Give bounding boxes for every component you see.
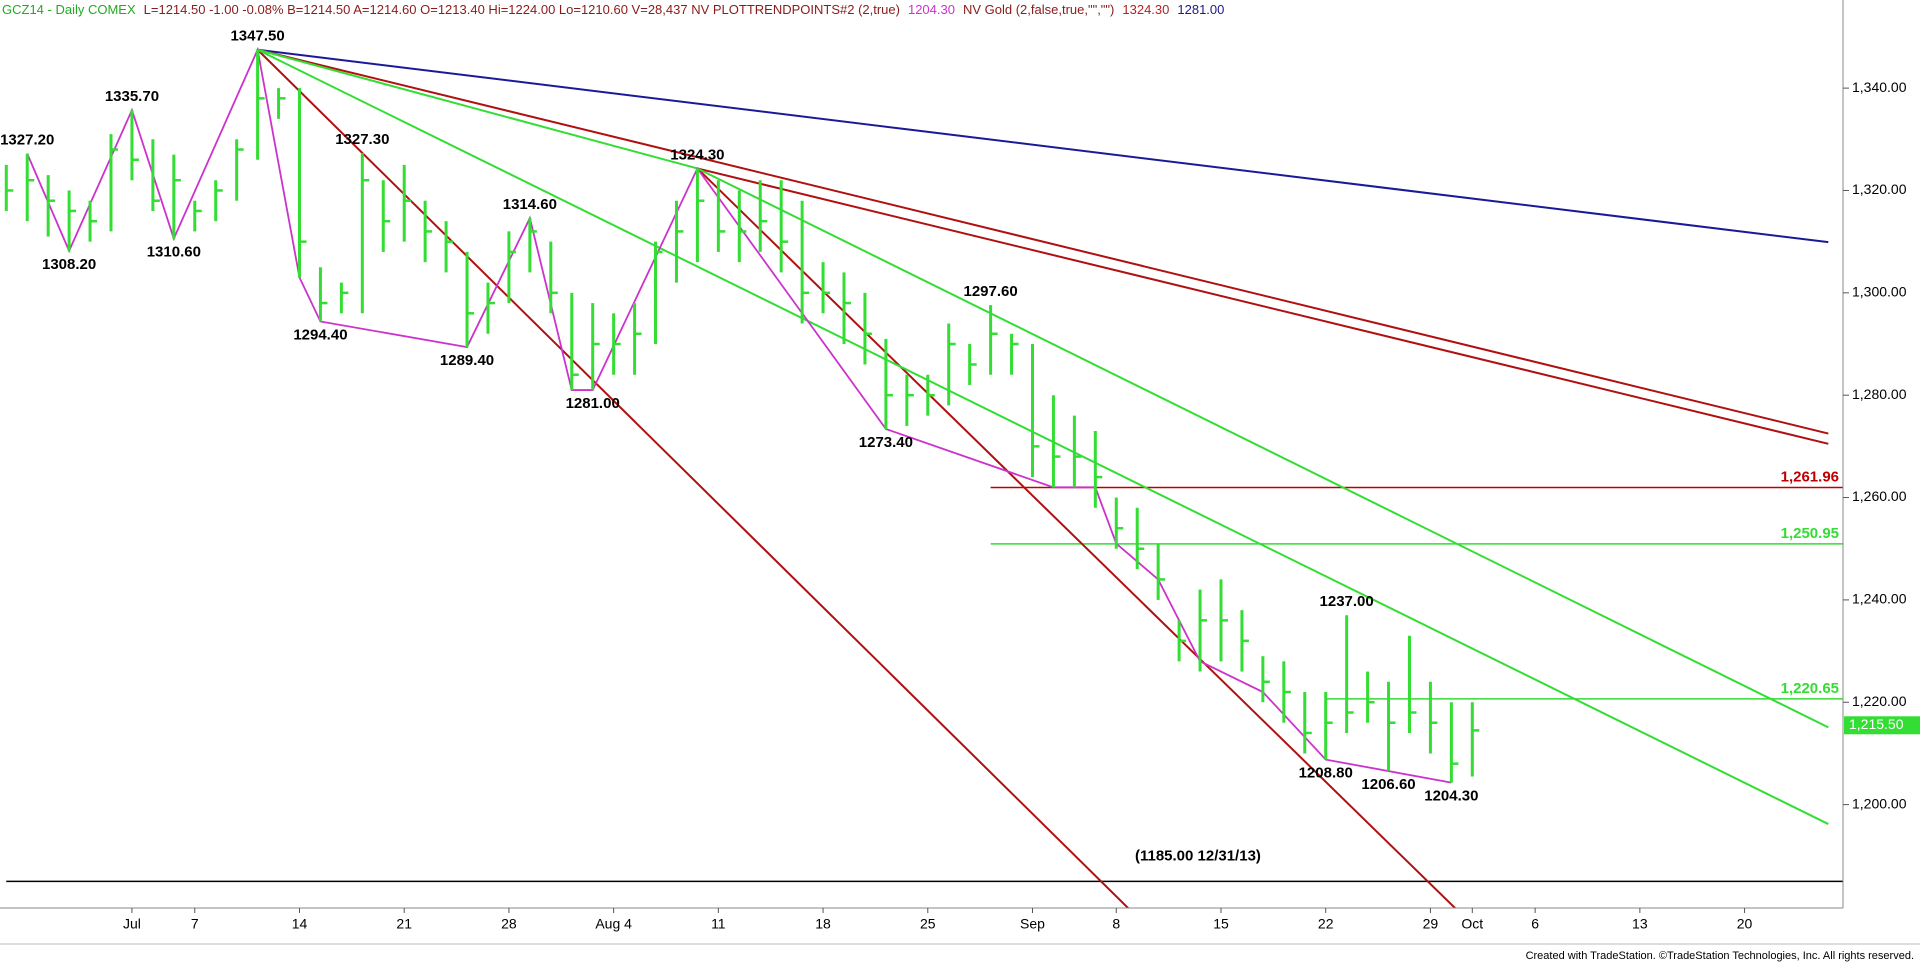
y-tick-label: 1,340.00: [1852, 79, 1907, 95]
swing-label: 1347.50: [230, 28, 284, 45]
trendline: [257, 48, 1829, 825]
header-item: 1204.30: [907, 2, 955, 17]
swing-label: 1294.40: [293, 326, 347, 343]
x-tick-label: 14: [292, 916, 308, 932]
trendline: [696, 167, 1457, 908]
x-tick-label: 7: [191, 916, 199, 932]
x-tick-label: Jul: [123, 916, 141, 932]
trendline: [256, 49, 1130, 908]
footer: Created with TradeStation. ©TradeStation…: [1526, 950, 1914, 962]
y-tick-label: 1,280.00: [1852, 386, 1907, 402]
swing-label: 1206.60: [1361, 776, 1415, 793]
x-tick-label: 21: [396, 916, 412, 932]
y-tick-label: 1,240.00: [1852, 591, 1907, 607]
y-tick-label: 1,300.00: [1852, 284, 1907, 300]
swing-label: 1327.30: [335, 131, 389, 148]
x-tick-label: 13: [1632, 916, 1648, 932]
x-tick-label: Oct: [1461, 916, 1483, 932]
header-item: 1281.00: [1177, 2, 1225, 17]
x-tick-label: Sep: [1020, 916, 1045, 932]
last-price-label: 1,215.50: [1849, 716, 1904, 732]
swing-label: 1324.30: [670, 146, 724, 163]
header-item: 1324.30: [1122, 2, 1170, 17]
trendline: [257, 48, 1829, 244]
y-tick-label: 1,220.00: [1852, 693, 1907, 709]
level-label: 1,261.96: [1781, 468, 1839, 485]
header-item: L=1214.50 -1.00 -0.08% B=1214.50 A=1214.…: [143, 2, 900, 17]
x-tick-label: 22: [1318, 916, 1334, 932]
swing-label: 1281.00: [566, 395, 620, 412]
swing-label: 1297.60: [963, 283, 1017, 300]
x-tick-label: 20: [1737, 916, 1753, 932]
swing-label: 1289.40: [440, 352, 494, 369]
swing-label: 1335.70: [105, 88, 159, 105]
trendline: [697, 167, 1829, 445]
header: GCZ14 - Daily COMEX L=1214.50 -1.00 -0.08…: [2, 2, 1232, 17]
trendline: [696, 167, 1829, 729]
last-price-box: [1844, 716, 1920, 735]
x-tick-label: Aug 4: [595, 916, 632, 932]
y-tick-label: 1,200.00: [1852, 795, 1907, 811]
x-tick-label: 28: [501, 916, 517, 932]
plot-area: [4, 46, 1843, 908]
header-item: NV Gold (2,false,true,"",""): [962, 2, 1115, 17]
level-label: (1185.00 12/31/13): [1135, 847, 1261, 864]
x-tick-label: 8: [1112, 916, 1120, 932]
swing-label: 1208.80: [1299, 765, 1353, 782]
level-label: 1,220.65: [1781, 680, 1839, 697]
swing-label: 1237.00: [1320, 593, 1374, 610]
x-tick-label: 29: [1423, 916, 1439, 932]
swing-label: 1273.40: [859, 434, 913, 451]
header-item: GCZ14 - Daily COMEX: [2, 2, 136, 17]
swing-label: 1310.60: [147, 244, 201, 261]
trendline: [257, 48, 698, 170]
x-tick-label: 25: [920, 916, 936, 932]
swing-label: 1204.30: [1424, 788, 1478, 805]
y-tick-label: 1,320.00: [1852, 181, 1907, 197]
trendline: [257, 48, 1829, 435]
x-tick-label: 18: [815, 916, 831, 932]
x-tick-label: 6: [1531, 916, 1539, 932]
x-tick-label: 15: [1213, 916, 1229, 932]
level-label: 1,250.95: [1781, 525, 1839, 542]
y-tick-label: 1,260.00: [1852, 488, 1907, 504]
swing-label: 1327.20: [0, 132, 54, 149]
swing-label: 1314.60: [503, 196, 557, 213]
x-tick-label: 11: [711, 916, 726, 932]
swing-label: 1308.20: [42, 256, 96, 273]
